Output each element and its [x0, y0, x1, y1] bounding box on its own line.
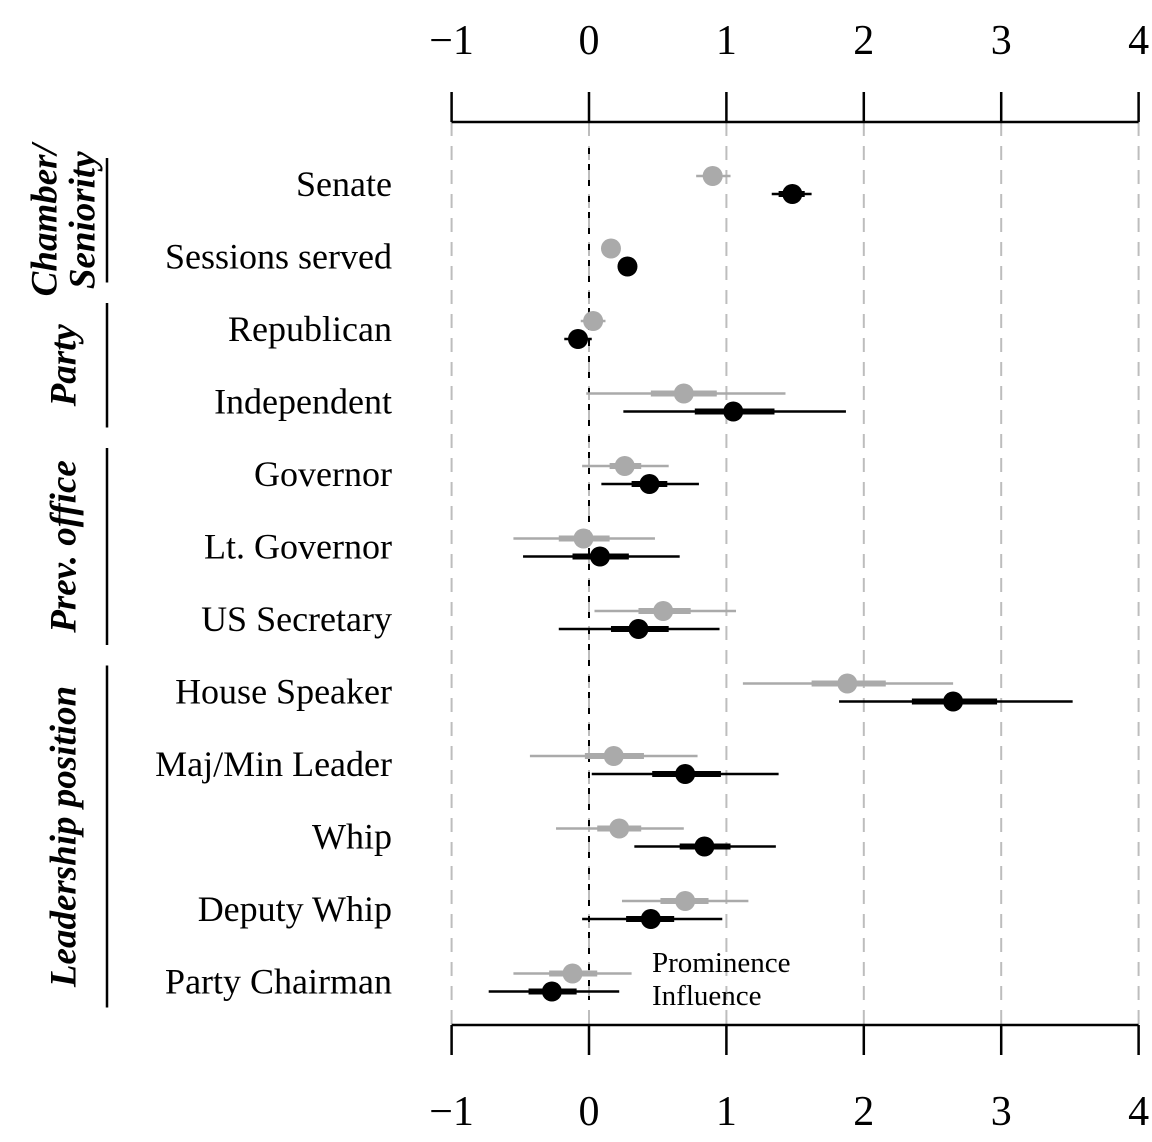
tick-label: 2 [853, 18, 874, 64]
influence-point [568, 329, 589, 349]
tick-label: 3 [991, 1089, 1012, 1135]
x-axis-top: −1 0 1 2 3 4 [429, 18, 1149, 124]
influence-estimate [582, 909, 723, 929]
influence-estimate [617, 256, 638, 277]
influence-point [723, 401, 744, 422]
row-label: Whip [312, 817, 392, 857]
prominence-estimate [580, 311, 606, 331]
prominence-point [562, 963, 583, 984]
row-label: House Speaker [175, 672, 392, 712]
influence-point [675, 764, 696, 784]
influence-estimate [558, 619, 720, 639]
prominence-point [673, 383, 694, 404]
row-label: Deputy Whip [198, 889, 392, 929]
influence-estimate [488, 981, 620, 1002]
prominence-estimate [582, 456, 669, 476]
row-labels: Senate Sessions served Republican Independe… [155, 164, 392, 1002]
group-label: Prev. office [44, 460, 85, 634]
influence-point [617, 256, 638, 277]
prominence-point [603, 746, 624, 766]
tick-label: −1 [429, 1089, 474, 1135]
influence-point [541, 981, 562, 1002]
tick-label: 1 [716, 18, 737, 64]
influence-estimate [601, 474, 699, 494]
prominence-estimate [513, 528, 655, 549]
group-label: Party [44, 324, 85, 408]
row-label: Party Chairman [165, 962, 392, 1002]
prominence-point [653, 601, 674, 621]
tick-label: 1 [716, 1089, 737, 1135]
prominence-point [614, 456, 635, 476]
row-label: Governor [254, 454, 392, 494]
influence-point [640, 909, 661, 929]
row-label: Lt. Governor [204, 527, 392, 567]
influence-estimate [564, 329, 592, 349]
prominence-estimate [594, 601, 737, 621]
influence-estimate [523, 546, 680, 567]
influence-point [589, 546, 610, 567]
group-label: Leadership position [44, 686, 85, 988]
influence-estimate [591, 764, 779, 784]
prominence-point [702, 166, 723, 186]
influence-estimate [623, 401, 846, 422]
prominence-estimate [556, 818, 684, 839]
row-label: US Secretary [201, 599, 392, 639]
x-axis-bottom: −1 0 1 2 3 4 [429, 1023, 1149, 1135]
prominence-point [609, 818, 630, 839]
prominence-point [675, 891, 696, 911]
legend-prominence: Prominence [652, 947, 791, 979]
prominence-point [583, 311, 604, 331]
tick-label: 0 [579, 1089, 600, 1135]
row-label: Maj/Min Leader [155, 744, 392, 784]
row-label: Independent [214, 382, 392, 422]
prominence-estimate [742, 673, 954, 694]
prominence-estimate [529, 746, 698, 766]
influence-point [782, 184, 803, 204]
influence-point [639, 474, 660, 494]
influence-estimate [839, 691, 1073, 712]
prominence-estimate [586, 383, 786, 404]
tick-label: −1 [429, 18, 474, 64]
estimates [488, 166, 1073, 1002]
prominence-estimate [513, 963, 632, 984]
prominence-point [573, 528, 594, 549]
row-label: Sessions served [165, 237, 392, 277]
tick-label: 0 [579, 18, 600, 64]
group-label: Chamber/ [25, 140, 66, 296]
prominence-estimate [600, 238, 621, 259]
tick-label: 3 [991, 18, 1012, 64]
prominence-point [600, 238, 621, 259]
influence-point [943, 691, 964, 712]
tick-label: 2 [853, 1089, 874, 1135]
tick-label: 4 [1128, 1089, 1149, 1135]
tick-label: 4 [1128, 18, 1149, 64]
gridlines [450, 122, 1140, 1025]
prominence-point [837, 673, 858, 694]
row-label: Republican [228, 309, 392, 349]
influence-point [628, 619, 649, 639]
legend-influence: Influence [652, 980, 762, 1012]
group-label: Seniority [63, 151, 104, 289]
prominence-estimate [621, 891, 749, 911]
prominence-estimate [696, 166, 731, 186]
group-labels: Chamber/Seniority Party Prev. office Leader… [25, 140, 109, 1008]
influence-estimate [634, 836, 776, 857]
influence-estimate [771, 184, 812, 204]
influence-point [694, 836, 715, 857]
row-label: Senate [296, 164, 392, 204]
